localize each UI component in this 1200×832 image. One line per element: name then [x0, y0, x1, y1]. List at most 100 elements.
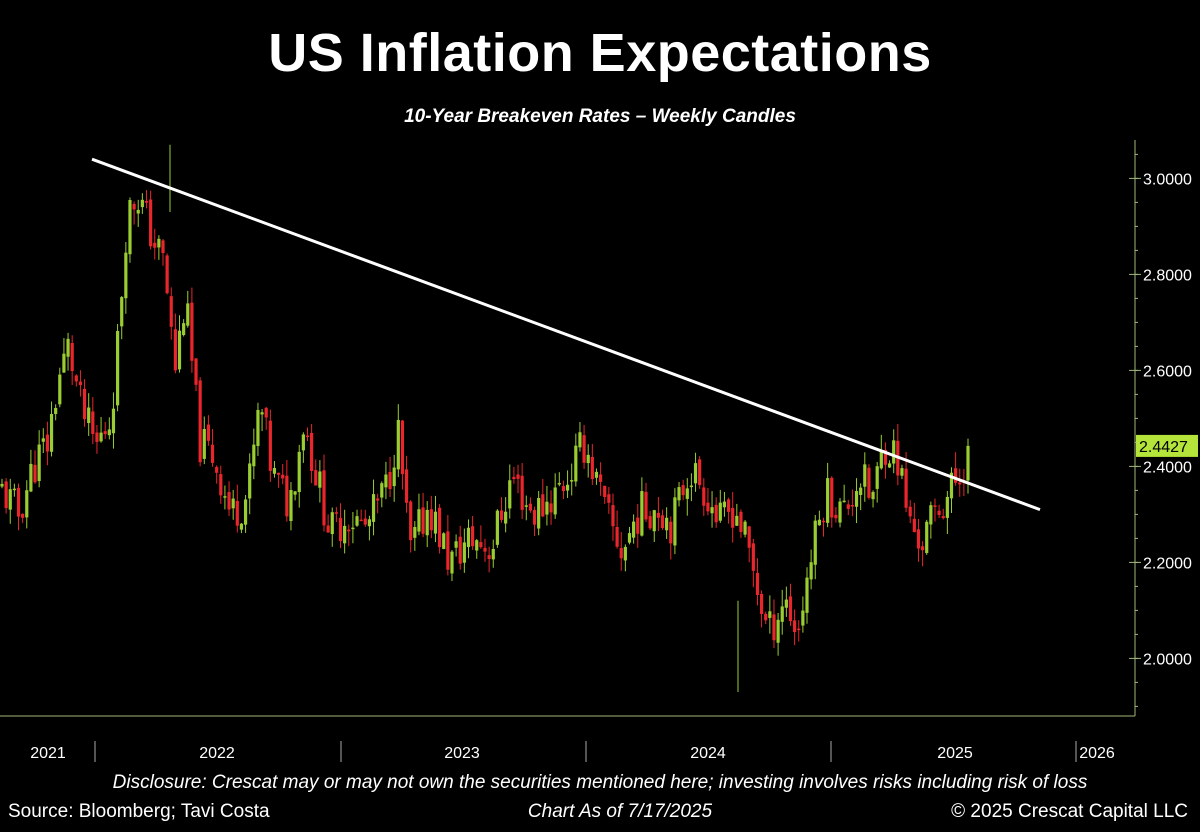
candle-body: [673, 497, 677, 546]
candle-body: [450, 551, 454, 574]
candle-body: [231, 498, 235, 509]
candle-body: [404, 469, 409, 503]
y-tick-label: 2.8000: [1143, 267, 1192, 284]
candle-body: [929, 505, 933, 525]
candle-body: [652, 510, 656, 532]
y-tick-label: 2.2000: [1143, 555, 1192, 572]
candle-body: [916, 529, 921, 549]
candle-body: [557, 483, 561, 485]
candle-body: [223, 496, 227, 498]
candle-body: [908, 506, 912, 517]
candle-body: [553, 487, 557, 515]
candle-body: [541, 494, 545, 517]
candle-body: [875, 466, 879, 489]
candle-body: [813, 520, 817, 565]
y-tick-label: 2.4000: [1143, 459, 1192, 476]
candle-body: [528, 503, 533, 511]
candle-body: [665, 517, 669, 531]
axes-layer: 2.0000 2.2000 2.4000 2.6000 2.8000 3.0000 2.44…: [0, 140, 1198, 762]
candle-body: [355, 516, 359, 526]
copyright-text: © 2025 Crescat Capital LLC: [951, 801, 1188, 822]
candle-body: [594, 471, 599, 478]
candle-body: [173, 329, 177, 371]
candle-body: [128, 199, 132, 255]
candle-body: [392, 467, 396, 487]
x-year-label: 2026: [1079, 745, 1115, 762]
chart-subtitle: 10-Year Breakeven Rates – Weekly Candles: [404, 106, 796, 127]
candle-body: [293, 491, 297, 495]
candle-body: [545, 501, 549, 515]
candle-body: [532, 510, 537, 525]
candle-body: [442, 533, 446, 549]
candle-body: [504, 511, 508, 524]
candle-body: [491, 548, 495, 560]
candle-body: [698, 459, 702, 486]
candle-body: [314, 470, 318, 486]
candle-body: [471, 526, 475, 547]
candle-body: [343, 525, 347, 544]
candle-body: [768, 611, 772, 618]
candle-body: [508, 480, 512, 509]
candle-body: [834, 514, 838, 519]
candle-body: [276, 472, 281, 475]
candle-body: [830, 477, 834, 518]
candle-body: [338, 517, 343, 542]
candle-body: [400, 420, 405, 475]
x-year-label: 2023: [444, 745, 480, 762]
candle-body: [549, 503, 553, 513]
candle-body: [537, 498, 541, 529]
candle-body: [144, 200, 149, 203]
candle-body: [669, 521, 673, 544]
candle-body: [82, 388, 87, 420]
candle-body: [954, 468, 958, 483]
candle-body: [107, 429, 111, 436]
last-price-label: 2.4427: [1139, 439, 1188, 456]
candle-body: [62, 353, 66, 373]
candle-body: [656, 512, 660, 518]
candle-body: [660, 515, 665, 529]
candle-body: [363, 518, 367, 525]
candle-body: [194, 358, 198, 385]
candle-body: [165, 255, 169, 294]
candle-body: [417, 509, 421, 532]
candle-body: [347, 529, 351, 532]
candle-body: [879, 450, 883, 469]
candle-body: [210, 444, 215, 463]
candle-body: [268, 420, 272, 471]
candle-body: [198, 380, 202, 463]
candle-body: [326, 525, 330, 533]
candle-body: [74, 375, 78, 382]
candle-body: [892, 440, 896, 464]
candle-body: [330, 512, 334, 535]
candle-body: [648, 516, 652, 529]
candle-body: [429, 509, 433, 531]
candle-body: [850, 505, 855, 507]
candle-body: [58, 374, 62, 405]
candle-body: [524, 505, 528, 507]
y-tick-label: 2.6000: [1143, 363, 1192, 380]
candle-body: [136, 209, 140, 214]
candle-body: [285, 475, 289, 517]
candle-body: [169, 296, 173, 327]
candle-body: [16, 487, 21, 517]
chart-title: US Inflation Expectations: [268, 23, 932, 83]
candle-body: [764, 613, 768, 621]
candle-body: [132, 203, 136, 210]
candle-body: [623, 546, 627, 561]
candle-body: [731, 508, 735, 528]
candle-body: [49, 413, 54, 452]
candle-body: [425, 509, 429, 536]
candle-body: [945, 496, 949, 518]
x-year-label: 2025: [937, 745, 973, 762]
candle-body: [37, 444, 41, 482]
candle-body: [202, 429, 206, 459]
candle-body: [161, 240, 165, 254]
candle-body: [780, 606, 784, 622]
candle-body: [95, 432, 99, 442]
candle-body: [359, 519, 363, 522]
candle-body: [446, 531, 450, 570]
candle-body: [685, 488, 689, 499]
candle-body: [859, 487, 863, 495]
candle-body: [586, 454, 590, 464]
